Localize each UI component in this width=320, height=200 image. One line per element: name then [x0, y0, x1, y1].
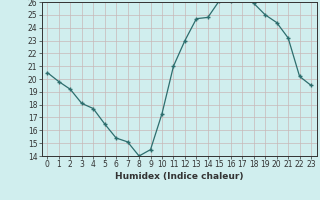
X-axis label: Humidex (Indice chaleur): Humidex (Indice chaleur) — [115, 172, 244, 181]
